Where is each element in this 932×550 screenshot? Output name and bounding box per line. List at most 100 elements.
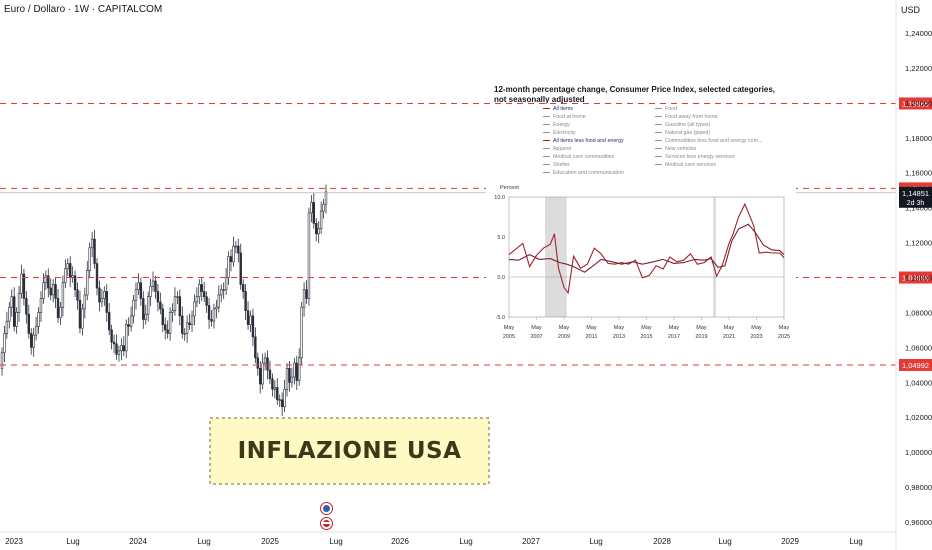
- inset-x-tick-year: 2025: [778, 334, 790, 340]
- candle: [171, 303, 174, 322]
- candle-body: [142, 298, 145, 320]
- inset-y-tick-label: -5.0: [496, 315, 505, 321]
- candle-body: [239, 252, 242, 285]
- candle-body: [300, 306, 303, 359]
- candle-body: [298, 357, 301, 381]
- inset-x-tick-year: 2021: [723, 334, 735, 340]
- candle: [276, 378, 279, 405]
- y-tick-label: 1,12000: [905, 239, 932, 248]
- candle-body: [224, 277, 228, 291]
- candle-body: [122, 345, 126, 352]
- candle: [20, 264, 23, 299]
- candle-body: [125, 324, 128, 352]
- candle-body: [319, 210, 323, 229]
- inset-x-tick-month: May: [696, 325, 707, 331]
- legend-item: Natural gas (piped): [655, 130, 710, 137]
- price-level-tag-bg: [899, 271, 932, 284]
- price-level-tag: 1,19965: [899, 97, 932, 110]
- x-tick-label: Lug: [329, 537, 342, 546]
- candle-body: [202, 291, 206, 298]
- currency-label: USD: [900, 5, 920, 15]
- y-tick-label: 1,10000: [905, 274, 932, 283]
- candle-body: [234, 245, 238, 248]
- legend-item: All items less food and energy: [543, 138, 624, 145]
- candle-body: [302, 289, 306, 308]
- candle: [239, 243, 242, 290]
- candle-body: [161, 308, 164, 325]
- legend-label: Apparel: [553, 146, 572, 152]
- candle-body: [81, 308, 84, 329]
- candle-body: [198, 284, 201, 298]
- candle-body: [227, 256, 230, 278]
- candle-body: [176, 296, 179, 298]
- price-level-tag-bg: [899, 358, 932, 371]
- candle-body: [34, 326, 38, 336]
- eu-flag-icon[interactable]: [320, 502, 333, 515]
- candle: [30, 328, 33, 355]
- y-tick-label: 1,24000: [905, 29, 932, 38]
- candle: [181, 306, 184, 339]
- candle-body: [120, 345, 123, 352]
- x-tick-label: 2023: [5, 537, 23, 546]
- candle-body: [310, 202, 313, 214]
- candle: [200, 277, 203, 301]
- candle: [37, 307, 40, 334]
- candle-body: [171, 310, 174, 313]
- candle-body: [151, 280, 155, 287]
- candle: [34, 316, 38, 341]
- legend-label: Food at home: [553, 114, 586, 120]
- candle-body: [254, 336, 257, 359]
- y-tick-label: 1,02000: [905, 413, 932, 422]
- inset-x-tick-year: 2007: [530, 334, 542, 340]
- us-flag-icon[interactable]: [320, 517, 333, 530]
- inset-x-tick-month: May: [751, 325, 762, 331]
- candle: [198, 279, 201, 305]
- candle-body: [12, 296, 16, 327]
- candle: [61, 275, 65, 317]
- candle-body: [232, 245, 235, 263]
- candle: [232, 236, 235, 268]
- candle: [71, 266, 74, 283]
- inset-x-tick-month: May: [531, 325, 542, 331]
- candle-body: [220, 289, 223, 296]
- candle-body: [0, 352, 4, 369]
- legend-swatch: [543, 164, 550, 166]
- inset-x-tick-year: 2015: [640, 334, 652, 340]
- candle-body: [115, 343, 118, 355]
- price-level-tag-bg: [899, 97, 932, 110]
- candle-body: [64, 268, 67, 284]
- candle-body: [263, 357, 267, 364]
- candle-body: [3, 333, 6, 353]
- candle: [90, 231, 94, 258]
- candle-body: [188, 322, 191, 325]
- candle-body: [241, 284, 245, 292]
- candle: [149, 278, 152, 307]
- inset-chart-title: 12-month percentage change, Consumer Pri…: [494, 85, 775, 104]
- legend-label: Education and communication: [553, 170, 624, 176]
- candle: [285, 363, 289, 397]
- y-tick-label: 0,98000: [905, 483, 932, 492]
- candle: [39, 291, 43, 322]
- y-tick-label: 1,20000: [905, 99, 932, 108]
- candle-body: [90, 238, 94, 249]
- legend-label: Medical care services: [665, 162, 716, 168]
- candle: [154, 275, 157, 299]
- candle: [51, 279, 55, 303]
- legend-swatch: [543, 108, 550, 110]
- legend-item: All items: [543, 106, 573, 113]
- price-level-tag: 1,09999: [899, 271, 932, 284]
- candle: [112, 334, 116, 354]
- legend-label: All items: [553, 106, 574, 112]
- candle: [81, 303, 84, 336]
- x-tick-label: 2029: [781, 537, 799, 546]
- inset-x-tick-month: May: [504, 325, 515, 331]
- candle-body: [249, 315, 252, 325]
- candle: [54, 277, 57, 308]
- candle-body: [134, 289, 138, 301]
- candle: [176, 291, 179, 305]
- candle: [224, 268, 228, 295]
- candle: [120, 338, 123, 361]
- legend-swatch: [543, 148, 550, 150]
- candle-body: [271, 378, 274, 390]
